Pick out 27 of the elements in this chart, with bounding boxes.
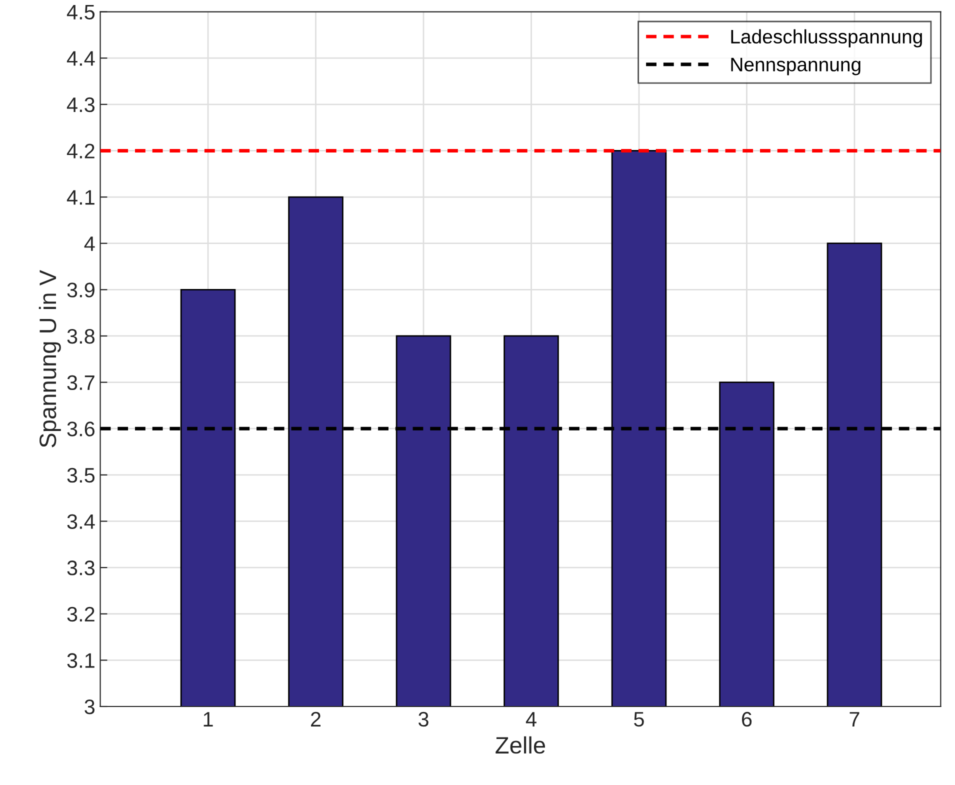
y-tick-label: 3.3 [67, 560, 94, 576]
x-tick-label: 4 [526, 712, 536, 726]
x-tick-label: 3 [418, 712, 428, 727]
y-tick-label: 4.3 [66, 97, 94, 112]
y-tick-label: 3.1 [67, 653, 94, 668]
legend-label: Ladeschlussspannung [731, 29, 922, 48]
x-tick-label: 2 [311, 712, 321, 726]
x-axis-title: Zelle [496, 736, 546, 754]
y-tick-label: 4.1 [66, 190, 94, 205]
y-tick-label: 4.2 [66, 144, 94, 158]
y-tick-label: 3.9 [67, 282, 94, 298]
y-tick-label: 4 [84, 236, 95, 251]
y-tick-label: 3.6 [67, 422, 94, 436]
y-tick-label: 3.4 [67, 514, 95, 529]
legend-label: Nennspannung [731, 58, 860, 76]
y-tick-label: 3.8 [67, 328, 95, 344]
y-axis-title: Spannung U in V [38, 270, 61, 448]
x-tick-label: 6 [742, 712, 752, 727]
x-tick-label: 7 [850, 712, 860, 726]
y-tick-label: 3 [84, 700, 94, 714]
y-tick-label: 4.4 [66, 51, 95, 66]
x-tick-label: 5 [634, 712, 644, 727]
y-tick-label: 4.5 [66, 4, 95, 20]
y-tick-label: 3.5 [67, 468, 95, 483]
y-tick-label: 3.7 [67, 375, 94, 390]
y-tick-label: 3.2 [67, 606, 94, 622]
x-tick-label: 1 [204, 712, 213, 726]
